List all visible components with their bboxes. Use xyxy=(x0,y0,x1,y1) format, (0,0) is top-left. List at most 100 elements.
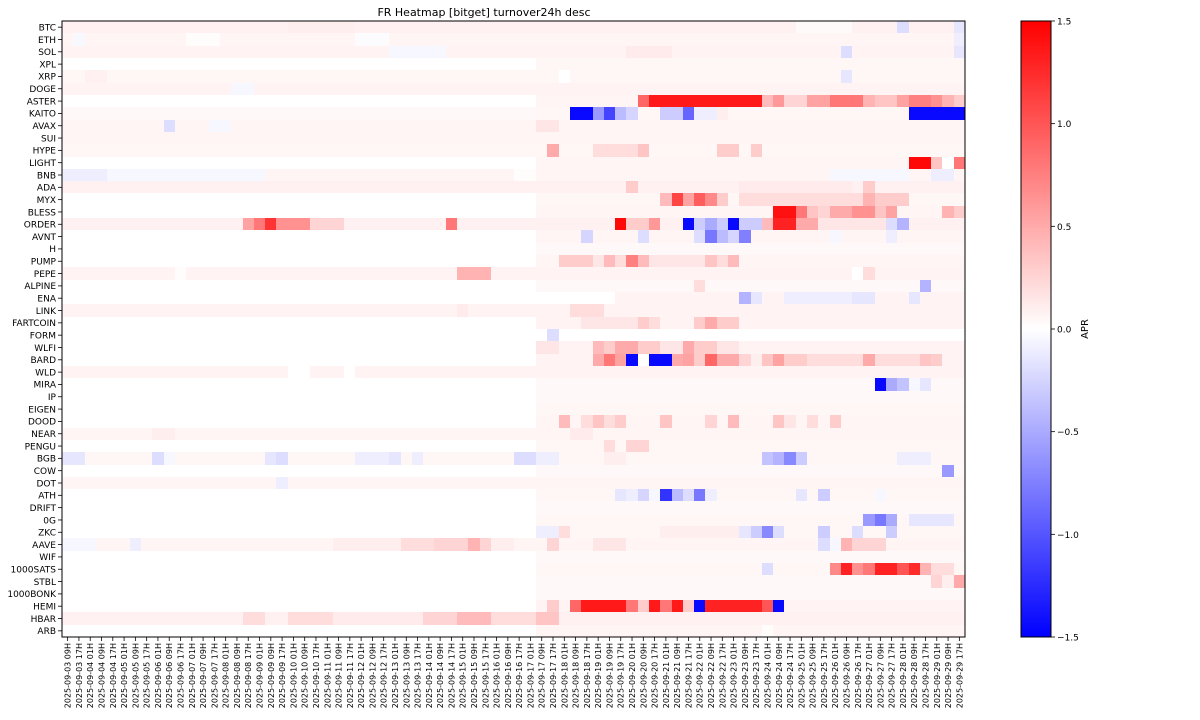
heatmap-cell xyxy=(130,157,141,169)
heatmap-cell xyxy=(638,538,649,551)
heatmap-cell xyxy=(85,280,96,292)
heatmap-cell xyxy=(118,403,130,415)
heatmap-cell xyxy=(254,95,265,107)
heatmap-cell xyxy=(525,341,536,354)
heatmap-cell xyxy=(220,428,231,440)
heatmap-cell xyxy=(378,366,389,378)
heatmap-cell xyxy=(514,452,525,465)
heatmap-cell xyxy=(73,477,85,489)
heatmap-cell xyxy=(457,95,468,107)
heatmap-cell xyxy=(762,292,773,304)
heatmap-cell xyxy=(559,243,570,255)
heatmap-cell xyxy=(604,489,615,501)
heatmap-cell xyxy=(694,206,705,218)
heatmap-cell xyxy=(130,243,141,255)
heatmap-cell xyxy=(705,181,717,193)
heatmap-cell xyxy=(931,563,942,575)
heatmap-cell xyxy=(378,551,389,563)
heatmap-cell xyxy=(85,415,96,428)
heatmap-cell xyxy=(818,218,830,230)
heatmap-cell xyxy=(491,415,502,428)
heatmap-cell xyxy=(62,465,73,477)
heatmap-cell xyxy=(322,206,333,218)
heatmap-cell xyxy=(299,169,310,181)
heatmap-cell xyxy=(514,181,525,193)
heatmap-cell xyxy=(423,538,434,551)
heatmap-cell xyxy=(751,477,762,489)
heatmap-cell xyxy=(897,230,909,243)
heatmap-cell xyxy=(514,317,525,329)
heatmap-cell xyxy=(954,206,965,218)
heatmap-cell xyxy=(231,452,243,465)
heatmap-cell xyxy=(683,292,694,304)
heatmap-cell xyxy=(593,120,604,132)
heatmap-cell xyxy=(491,255,502,267)
heatmap-cell xyxy=(728,107,739,120)
row-label: ETH xyxy=(38,36,56,46)
heatmap-cell xyxy=(830,230,841,243)
heatmap-cell xyxy=(909,157,920,169)
heatmap-cell xyxy=(626,157,638,169)
heatmap-cell xyxy=(875,563,886,575)
heatmap-cell xyxy=(322,144,333,157)
heatmap-cell xyxy=(378,612,389,625)
heatmap-cell xyxy=(186,563,197,575)
heatmap-cell xyxy=(389,415,401,428)
heatmap-cell xyxy=(434,267,446,280)
heatmap-cell xyxy=(525,230,536,243)
heatmap-cell xyxy=(152,501,164,514)
heatmap-cell xyxy=(649,144,660,157)
heatmap-cell xyxy=(536,206,547,218)
heatmap-cell xyxy=(118,477,130,489)
heatmap-cell xyxy=(175,378,186,391)
heatmap-cell xyxy=(593,501,604,514)
heatmap-cell xyxy=(231,514,243,526)
heatmap-cell xyxy=(412,120,423,132)
heatmap-cell xyxy=(130,612,141,625)
heatmap-cell xyxy=(130,563,141,575)
heatmap-cell xyxy=(355,243,367,255)
heatmap-cell xyxy=(231,391,243,403)
colorbar-tick-label: 1.5 xyxy=(1057,18,1071,28)
heatmap-cell xyxy=(581,600,593,612)
heatmap-cell xyxy=(796,193,807,206)
heatmap-cell xyxy=(197,230,209,243)
heatmap-cell xyxy=(615,132,626,144)
column-label: 2025-09-13 01H xyxy=(391,643,400,708)
heatmap-cell xyxy=(220,132,231,144)
heatmap-cell xyxy=(784,267,796,280)
heatmap-cell xyxy=(107,526,118,538)
heatmap-cell xyxy=(931,538,942,551)
heatmap-cell xyxy=(581,267,593,280)
heatmap-cell xyxy=(220,600,231,612)
heatmap-cell xyxy=(186,625,197,637)
heatmap-cell xyxy=(796,280,807,292)
heatmap-cell xyxy=(243,366,254,378)
heatmap-cell xyxy=(310,58,322,70)
heatmap-cell xyxy=(322,107,333,120)
heatmap-cell xyxy=(920,600,931,612)
heatmap-cell xyxy=(751,378,762,391)
heatmap-cell xyxy=(209,501,220,514)
heatmap-cell xyxy=(152,612,164,625)
heatmap-cell xyxy=(559,46,570,58)
heatmap-cell xyxy=(773,206,784,218)
heatmap-cell xyxy=(683,193,694,206)
heatmap-cell xyxy=(942,465,954,477)
heatmap-cell xyxy=(942,366,954,378)
heatmap-cell xyxy=(739,267,751,280)
heatmap-cell xyxy=(841,403,852,415)
heatmap-cell xyxy=(796,538,807,551)
heatmap-cell xyxy=(784,181,796,193)
heatmap-cell xyxy=(604,341,615,354)
heatmap-cell xyxy=(152,144,164,157)
heatmap-cell xyxy=(931,341,942,354)
heatmap-cell xyxy=(491,501,502,514)
heatmap-cell xyxy=(649,292,660,304)
heatmap-cell xyxy=(434,600,446,612)
heatmap-cell xyxy=(85,193,96,206)
heatmap-cell xyxy=(773,600,784,612)
heatmap-cell xyxy=(457,415,468,428)
heatmap-cell xyxy=(694,107,705,120)
heatmap-cell xyxy=(751,83,762,95)
